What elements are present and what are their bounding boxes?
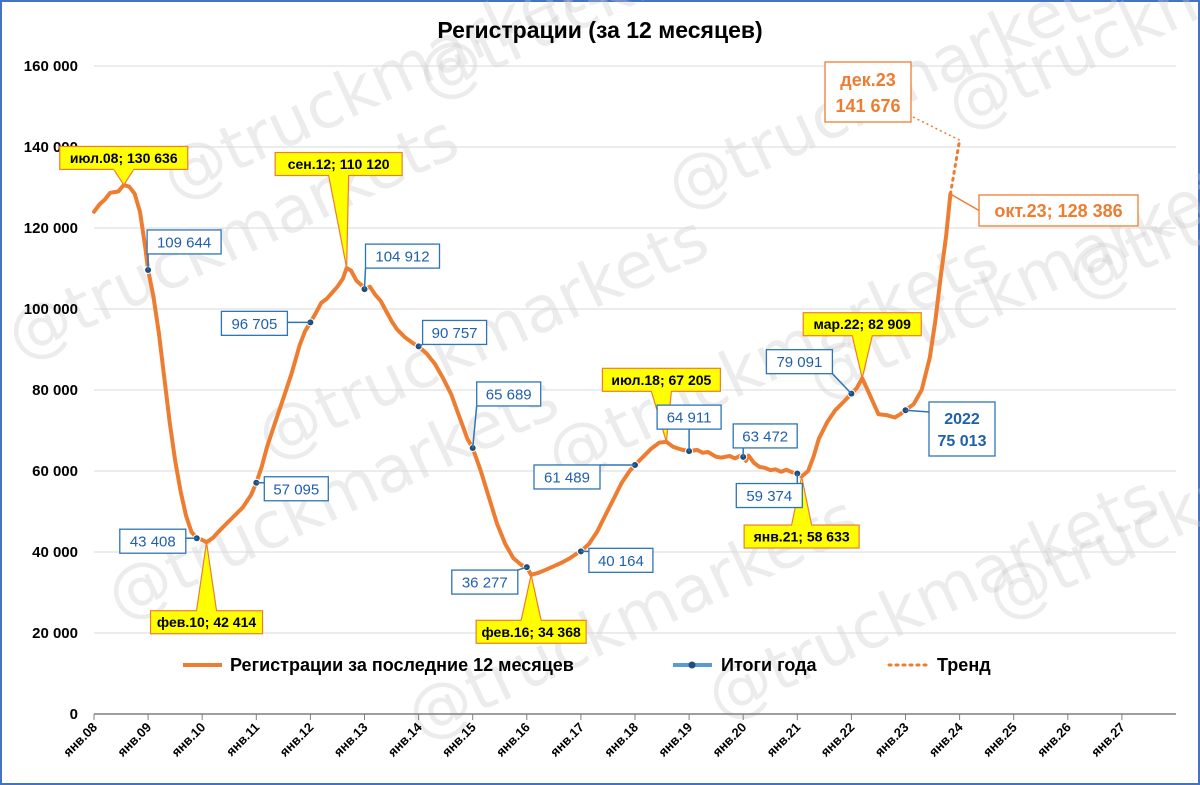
x-tick-label: янв.17 (547, 720, 587, 760)
callout-box (928, 401, 996, 457)
callout-label: сен.12; 110 120 (288, 156, 390, 172)
legend-label-yearly: Итоги года (721, 655, 818, 675)
x-tick-label: янв.24 (926, 719, 966, 759)
callout-label: 36 277 (462, 575, 508, 592)
y-tick-label: 0 (70, 706, 78, 723)
y-tick-label: 60 000 (32, 463, 78, 480)
callout-box (119, 528, 187, 554)
callout-label: 104 912 (375, 249, 429, 266)
x-tick-label: янв.13 (331, 720, 371, 760)
callout-label: июл.18; 67 205 (611, 372, 711, 388)
callout-label: 79 091 (776, 354, 822, 371)
callout-label: янв.21; 58 633 (754, 529, 850, 545)
x-tick-label: янв.18 (601, 720, 641, 760)
y-tick-label: 120 000 (24, 220, 78, 237)
x-tick-label: янв.11 (223, 720, 262, 759)
x-tick-label: янв.10 (168, 720, 208, 760)
callout-box (263, 476, 329, 502)
callout-label: 43 408 (130, 534, 176, 551)
x-tick-label: янв.26 (1034, 720, 1074, 760)
callout-label: 59 374 (746, 488, 792, 505)
callout-box (656, 404, 722, 430)
y-tick-label: 20 000 (32, 625, 78, 642)
callout-box (421, 319, 488, 346)
x-tick-label: янв.19 (655, 720, 695, 760)
callout-label: фев.10; 42 414 (157, 614, 257, 630)
x-tick-label: янв.08 (60, 720, 100, 760)
x-tick-label: янв.27 (1088, 720, 1128, 760)
callout-box (364, 243, 441, 269)
callout-label: мар.22; 82 909 (814, 316, 912, 332)
callout-leader (471, 405, 478, 449)
callout-label: 64 911 (667, 410, 712, 427)
callout-box (732, 423, 798, 449)
callout-label: 96 705 (231, 316, 277, 333)
x-tick-label: янв.25 (980, 720, 1020, 760)
callout-box (824, 61, 912, 123)
callout-box (146, 229, 222, 255)
callout-label: 63 472 (742, 428, 788, 445)
callouts: июл.08; 130 636 фев.10; 42 414 сен.12; 110… (59, 61, 1139, 644)
callout-label: июл.08; 130 636 (70, 150, 178, 166)
callout-label: окт.23; 128 386 (994, 201, 1122, 221)
y-tick-label: 40 000 (32, 544, 78, 561)
y-tick-label: 160 000 (24, 58, 78, 75)
watermark-layer: @truckmarkets @truckmarkets@truckmarkets@… (0, 0, 1200, 755)
callout-label: 141 676 (835, 96, 900, 116)
callout-label: 65 689 (486, 386, 532, 403)
callout-leader (905, 409, 930, 413)
callout-tail (520, 574, 542, 621)
y-tick-label: 80 000 (32, 382, 78, 399)
callout-box (476, 381, 542, 407)
callout-label: дек.23 (840, 70, 895, 90)
callout-box (735, 482, 803, 509)
series-line-12m (92, 182, 953, 577)
callout-box (220, 310, 289, 336)
x-tick-label: янв.09 (114, 720, 154, 760)
y-tick-label: 100 000 (24, 301, 78, 318)
callout-leader (517, 566, 528, 571)
callout-leader (831, 373, 852, 395)
callout-leader (950, 193, 980, 212)
chart-title: Регистрации (за 12 месяцев) (437, 17, 762, 43)
x-tick-label: янв.16 (493, 720, 533, 760)
callout-box (533, 464, 601, 490)
legend-label-trend: Тренд (937, 655, 991, 675)
series-lines (92, 138, 962, 577)
callout-leader (418, 343, 423, 348)
x-tick-label: янв.21 (763, 720, 803, 760)
callout-leader (363, 268, 367, 290)
callout-label: 40 164 (598, 553, 644, 570)
callout-label: 90 757 (432, 325, 478, 342)
x-tick-label: янв.23 (872, 720, 912, 760)
callout-label: 75 013 (938, 433, 987, 450)
callout-label: 61 489 (544, 469, 590, 486)
callout-box (451, 569, 519, 595)
callout-box (588, 547, 654, 573)
series-line-trend (948, 138, 962, 196)
callout-box (978, 194, 1139, 227)
legend-marker-yearly (688, 661, 696, 669)
callout-label: 2022 (944, 411, 980, 428)
callout-label: 109 644 (157, 234, 211, 251)
x-tick-label: янв.22 (818, 720, 858, 760)
x-tick-label: янв.12 (277, 720, 317, 760)
callout-label: фев.16; 34 368 (481, 624, 581, 640)
x-axis: янв.08 янв.09 янв.10 янв.11 янв.12 янв.13 янв.… (60, 714, 1128, 759)
callout-label: 57 095 (273, 481, 319, 498)
legend: Регистрации за последние 12 месяцев Итоги… (183, 655, 991, 675)
legend-label-12m: Регистрации за последние 12 месяцев (230, 655, 574, 675)
callout-box (765, 349, 834, 375)
callout-tail (113, 168, 135, 186)
callout-leader (910, 115, 960, 141)
